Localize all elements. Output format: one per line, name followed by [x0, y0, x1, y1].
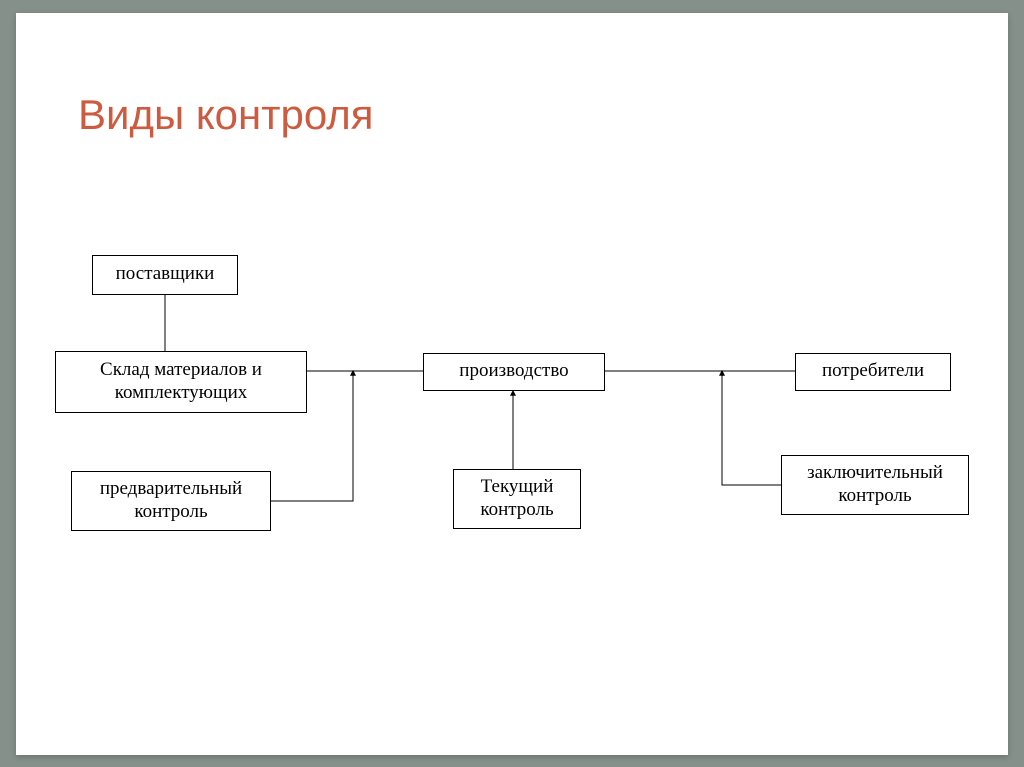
node-consumers: потребители: [795, 353, 951, 391]
control-types-diagram: поставщики Склад материалов и комплектующ…: [16, 13, 1008, 755]
slide-frame: Виды контроля поставщикиСклад материалов…: [0, 0, 1024, 767]
node-production: производство: [423, 353, 605, 391]
edge-final-production_consumers_mid: [722, 371, 781, 485]
node-current: Текущий контроль: [453, 469, 581, 529]
node-final: заключительный контроль: [781, 455, 969, 515]
slide: Виды контроля поставщикиСклад материалов…: [16, 13, 1008, 755]
node-warehouse: Склад материалов и комплектующих: [55, 351, 307, 413]
node-pre: предварительный контроль: [71, 471, 271, 531]
node-suppliers: поставщики: [92, 255, 238, 295]
